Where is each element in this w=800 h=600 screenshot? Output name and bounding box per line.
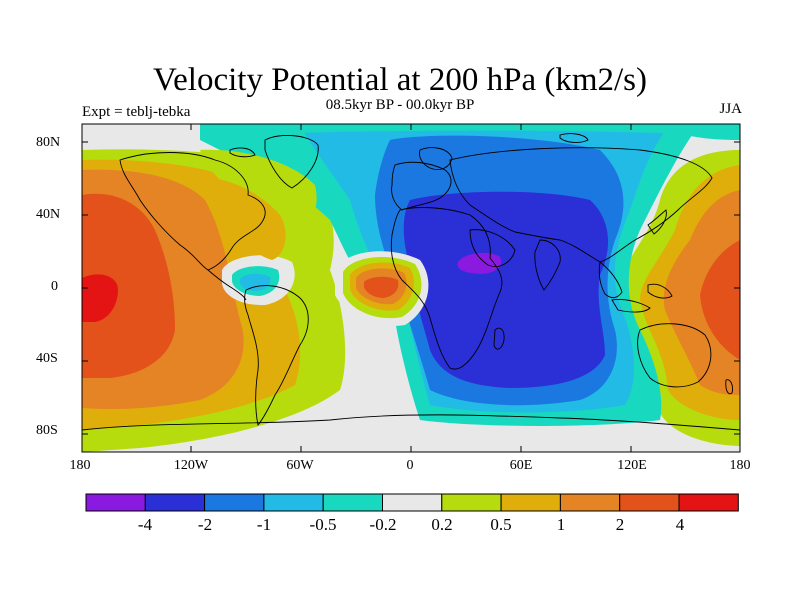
colorbar-swatch bbox=[144, 493, 206, 512]
colorbar-label: 0.5 bbox=[490, 515, 512, 534]
colorbar-swatch bbox=[678, 493, 739, 512]
colorbar-label: 2 bbox=[615, 515, 625, 534]
colorbar-swatch bbox=[441, 493, 502, 512]
colorbar-swatch bbox=[559, 493, 621, 512]
lon-tick-60w: 60W bbox=[286, 458, 314, 473]
lat-tick-40n: 40N bbox=[36, 207, 61, 222]
colorbar-label: 0.2 bbox=[431, 515, 453, 534]
lat-tick-0: 0 bbox=[51, 279, 58, 294]
colorbar-label: -0.2 bbox=[369, 515, 397, 534]
colorbar-swatch bbox=[85, 493, 146, 512]
contour-natlantic-0.5 bbox=[210, 178, 286, 260]
contour-pacific-2 bbox=[82, 193, 175, 378]
lat-tick-40s: 40S bbox=[36, 351, 58, 366]
contour-wpacific-2 bbox=[700, 240, 740, 360]
axis-ticks bbox=[81, 124, 741, 452]
map-subtitle: 08.5kyr BP - 00.0kyr BP bbox=[325, 97, 475, 113]
colorbar-label: -4 bbox=[137, 515, 153, 534]
colorbar-swatch bbox=[500, 493, 561, 512]
contour-atlantic-4 bbox=[364, 276, 399, 298]
colorbar-label: 1 bbox=[556, 515, 566, 534]
lat-tick-80s: 80S bbox=[36, 423, 58, 438]
colorbar-swatch bbox=[204, 493, 265, 512]
experiment-label: Expt = teblj-tebka bbox=[82, 104, 191, 120]
contour-caribbean-1 bbox=[240, 273, 271, 291]
contour-pacific-4 bbox=[82, 274, 118, 322]
colorbar bbox=[85, 493, 739, 512]
colorbar-swatch bbox=[263, 493, 324, 512]
lon-tick-180e: 180 bbox=[729, 458, 751, 473]
coastlines bbox=[82, 133, 740, 431]
colorbar-label: 4 bbox=[675, 515, 685, 534]
lon-tick-120w: 120W bbox=[173, 458, 209, 473]
contour-natlantic-0.2 bbox=[200, 149, 317, 232]
colorbar-swatch bbox=[619, 493, 680, 512]
colorbar-label: -1 bbox=[256, 515, 272, 534]
lon-tick-0: 0 bbox=[406, 458, 414, 473]
contour-field bbox=[82, 124, 740, 452]
lon-tick-60e: 60E bbox=[509, 458, 533, 473]
contour-negative-2 bbox=[403, 191, 609, 388]
lat-tick-80n: 80N bbox=[36, 135, 61, 150]
lon-tick-180w: 180 bbox=[69, 458, 91, 473]
contour-arctic bbox=[260, 124, 740, 140]
colorbar-label: -2 bbox=[197, 515, 213, 534]
colorbar-swatch bbox=[382, 493, 443, 512]
map-title: Velocity Potential at 200 hPa (km2/s) bbox=[152, 62, 648, 98]
colorbar-label: -0.5 bbox=[309, 515, 337, 534]
season-label: JJA bbox=[719, 101, 742, 117]
lon-tick-120e: 120E bbox=[617, 458, 647, 473]
colorbar-swatch bbox=[322, 493, 384, 512]
